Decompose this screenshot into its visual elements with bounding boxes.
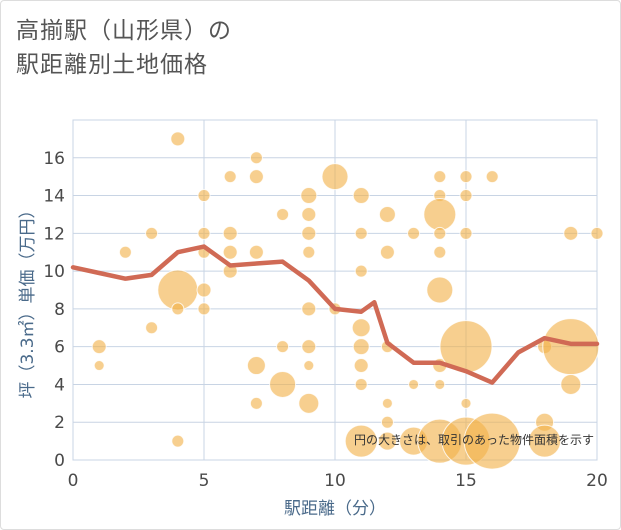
data-point bbox=[301, 301, 317, 317]
data-point bbox=[197, 226, 211, 240]
data-point bbox=[542, 318, 600, 376]
data-point bbox=[352, 338, 370, 356]
data-point bbox=[352, 187, 370, 205]
data-point bbox=[269, 370, 297, 398]
data-point bbox=[354, 226, 368, 240]
data-point bbox=[246, 356, 266, 376]
data-point bbox=[380, 415, 394, 429]
data-point bbox=[459, 226, 473, 240]
data-point bbox=[381, 397, 393, 409]
data-point bbox=[118, 245, 132, 259]
data-point bbox=[351, 318, 371, 338]
y-tick-label: 8 bbox=[54, 300, 65, 320]
data-point bbox=[407, 226, 421, 240]
data-point bbox=[379, 244, 395, 260]
data-point bbox=[426, 276, 454, 304]
x-tick-label: 10 bbox=[324, 471, 346, 491]
data-point bbox=[354, 377, 368, 391]
data-point bbox=[248, 244, 264, 260]
y-tick-label: 4 bbox=[54, 375, 65, 395]
data-point bbox=[560, 373, 582, 395]
data-point bbox=[301, 206, 317, 222]
data-point bbox=[460, 397, 472, 409]
data-point bbox=[433, 226, 447, 240]
data-point bbox=[353, 358, 369, 374]
y-tick-label: 14 bbox=[43, 187, 65, 207]
data-point bbox=[344, 424, 378, 458]
data-point bbox=[321, 163, 349, 191]
data-point bbox=[249, 396, 263, 410]
bubble-layer bbox=[91, 131, 604, 470]
data-point bbox=[145, 321, 159, 335]
y-tick-label: 12 bbox=[43, 224, 65, 244]
bubble-size-note: 円の大きさは、取引のあった物件面積を示す bbox=[354, 432, 594, 447]
data-point bbox=[145, 226, 159, 240]
data-point bbox=[276, 207, 290, 221]
data-point bbox=[91, 339, 107, 355]
data-point bbox=[222, 244, 238, 260]
y-tick-label: 2 bbox=[54, 413, 65, 433]
data-point bbox=[223, 170, 237, 184]
data-point bbox=[171, 434, 185, 448]
data-point bbox=[170, 131, 186, 147]
data-point bbox=[463, 412, 521, 470]
data-point bbox=[485, 170, 499, 184]
y-tick-label: 16 bbox=[43, 149, 65, 169]
data-point bbox=[528, 424, 562, 458]
data-point bbox=[93, 360, 105, 372]
chart-title: 高揃駅（山形県）の 駅距離別土地価格 bbox=[16, 14, 232, 82]
y-axis-label: 坪（3.3㎡）単価（万円） bbox=[18, 201, 38, 398]
y-tick-label: 10 bbox=[43, 262, 65, 282]
data-point bbox=[423, 197, 457, 231]
data-point bbox=[197, 302, 211, 316]
data-point bbox=[590, 226, 604, 240]
data-point bbox=[196, 282, 212, 298]
y-tick-label: 6 bbox=[54, 338, 65, 358]
data-point bbox=[171, 302, 185, 316]
data-point bbox=[563, 225, 579, 241]
data-point bbox=[434, 378, 446, 390]
data-point bbox=[302, 245, 316, 259]
data-point bbox=[301, 339, 317, 355]
data-point bbox=[222, 225, 238, 241]
data-point bbox=[300, 187, 318, 205]
trend-line bbox=[70, 244, 600, 385]
data-point bbox=[408, 378, 420, 390]
chart-title-line1: 高揃駅（山形県）の bbox=[16, 18, 232, 44]
x-tick-label: 5 bbox=[199, 471, 210, 491]
data-point bbox=[197, 189, 211, 203]
x-tick-label: 20 bbox=[586, 471, 608, 491]
data-point bbox=[433, 170, 447, 184]
chart-title-line2: 駅距離別土地価格 bbox=[16, 52, 208, 78]
x-tick-label: 0 bbox=[68, 471, 79, 491]
data-point bbox=[459, 189, 473, 203]
data-point bbox=[301, 225, 317, 241]
plot-border bbox=[72, 119, 598, 461]
x-tick-labels: 0 5 10 15 20 bbox=[68, 471, 608, 491]
y-tick-label: 0 bbox=[54, 451, 65, 471]
data-point bbox=[303, 360, 315, 372]
data-point bbox=[298, 392, 320, 414]
data-point bbox=[249, 151, 263, 165]
y-tick-labels: 0 2 4 6 8 10 12 14 16 bbox=[43, 149, 65, 471]
data-point bbox=[276, 340, 290, 354]
data-point bbox=[354, 264, 368, 278]
data-point bbox=[459, 170, 473, 184]
data-point bbox=[433, 245, 447, 259]
data-point bbox=[377, 431, 397, 451]
data-point bbox=[378, 205, 396, 223]
x-tick-label: 15 bbox=[455, 471, 477, 491]
x-axis-label: 駅距離（分） bbox=[284, 499, 386, 519]
data-point bbox=[248, 169, 264, 185]
